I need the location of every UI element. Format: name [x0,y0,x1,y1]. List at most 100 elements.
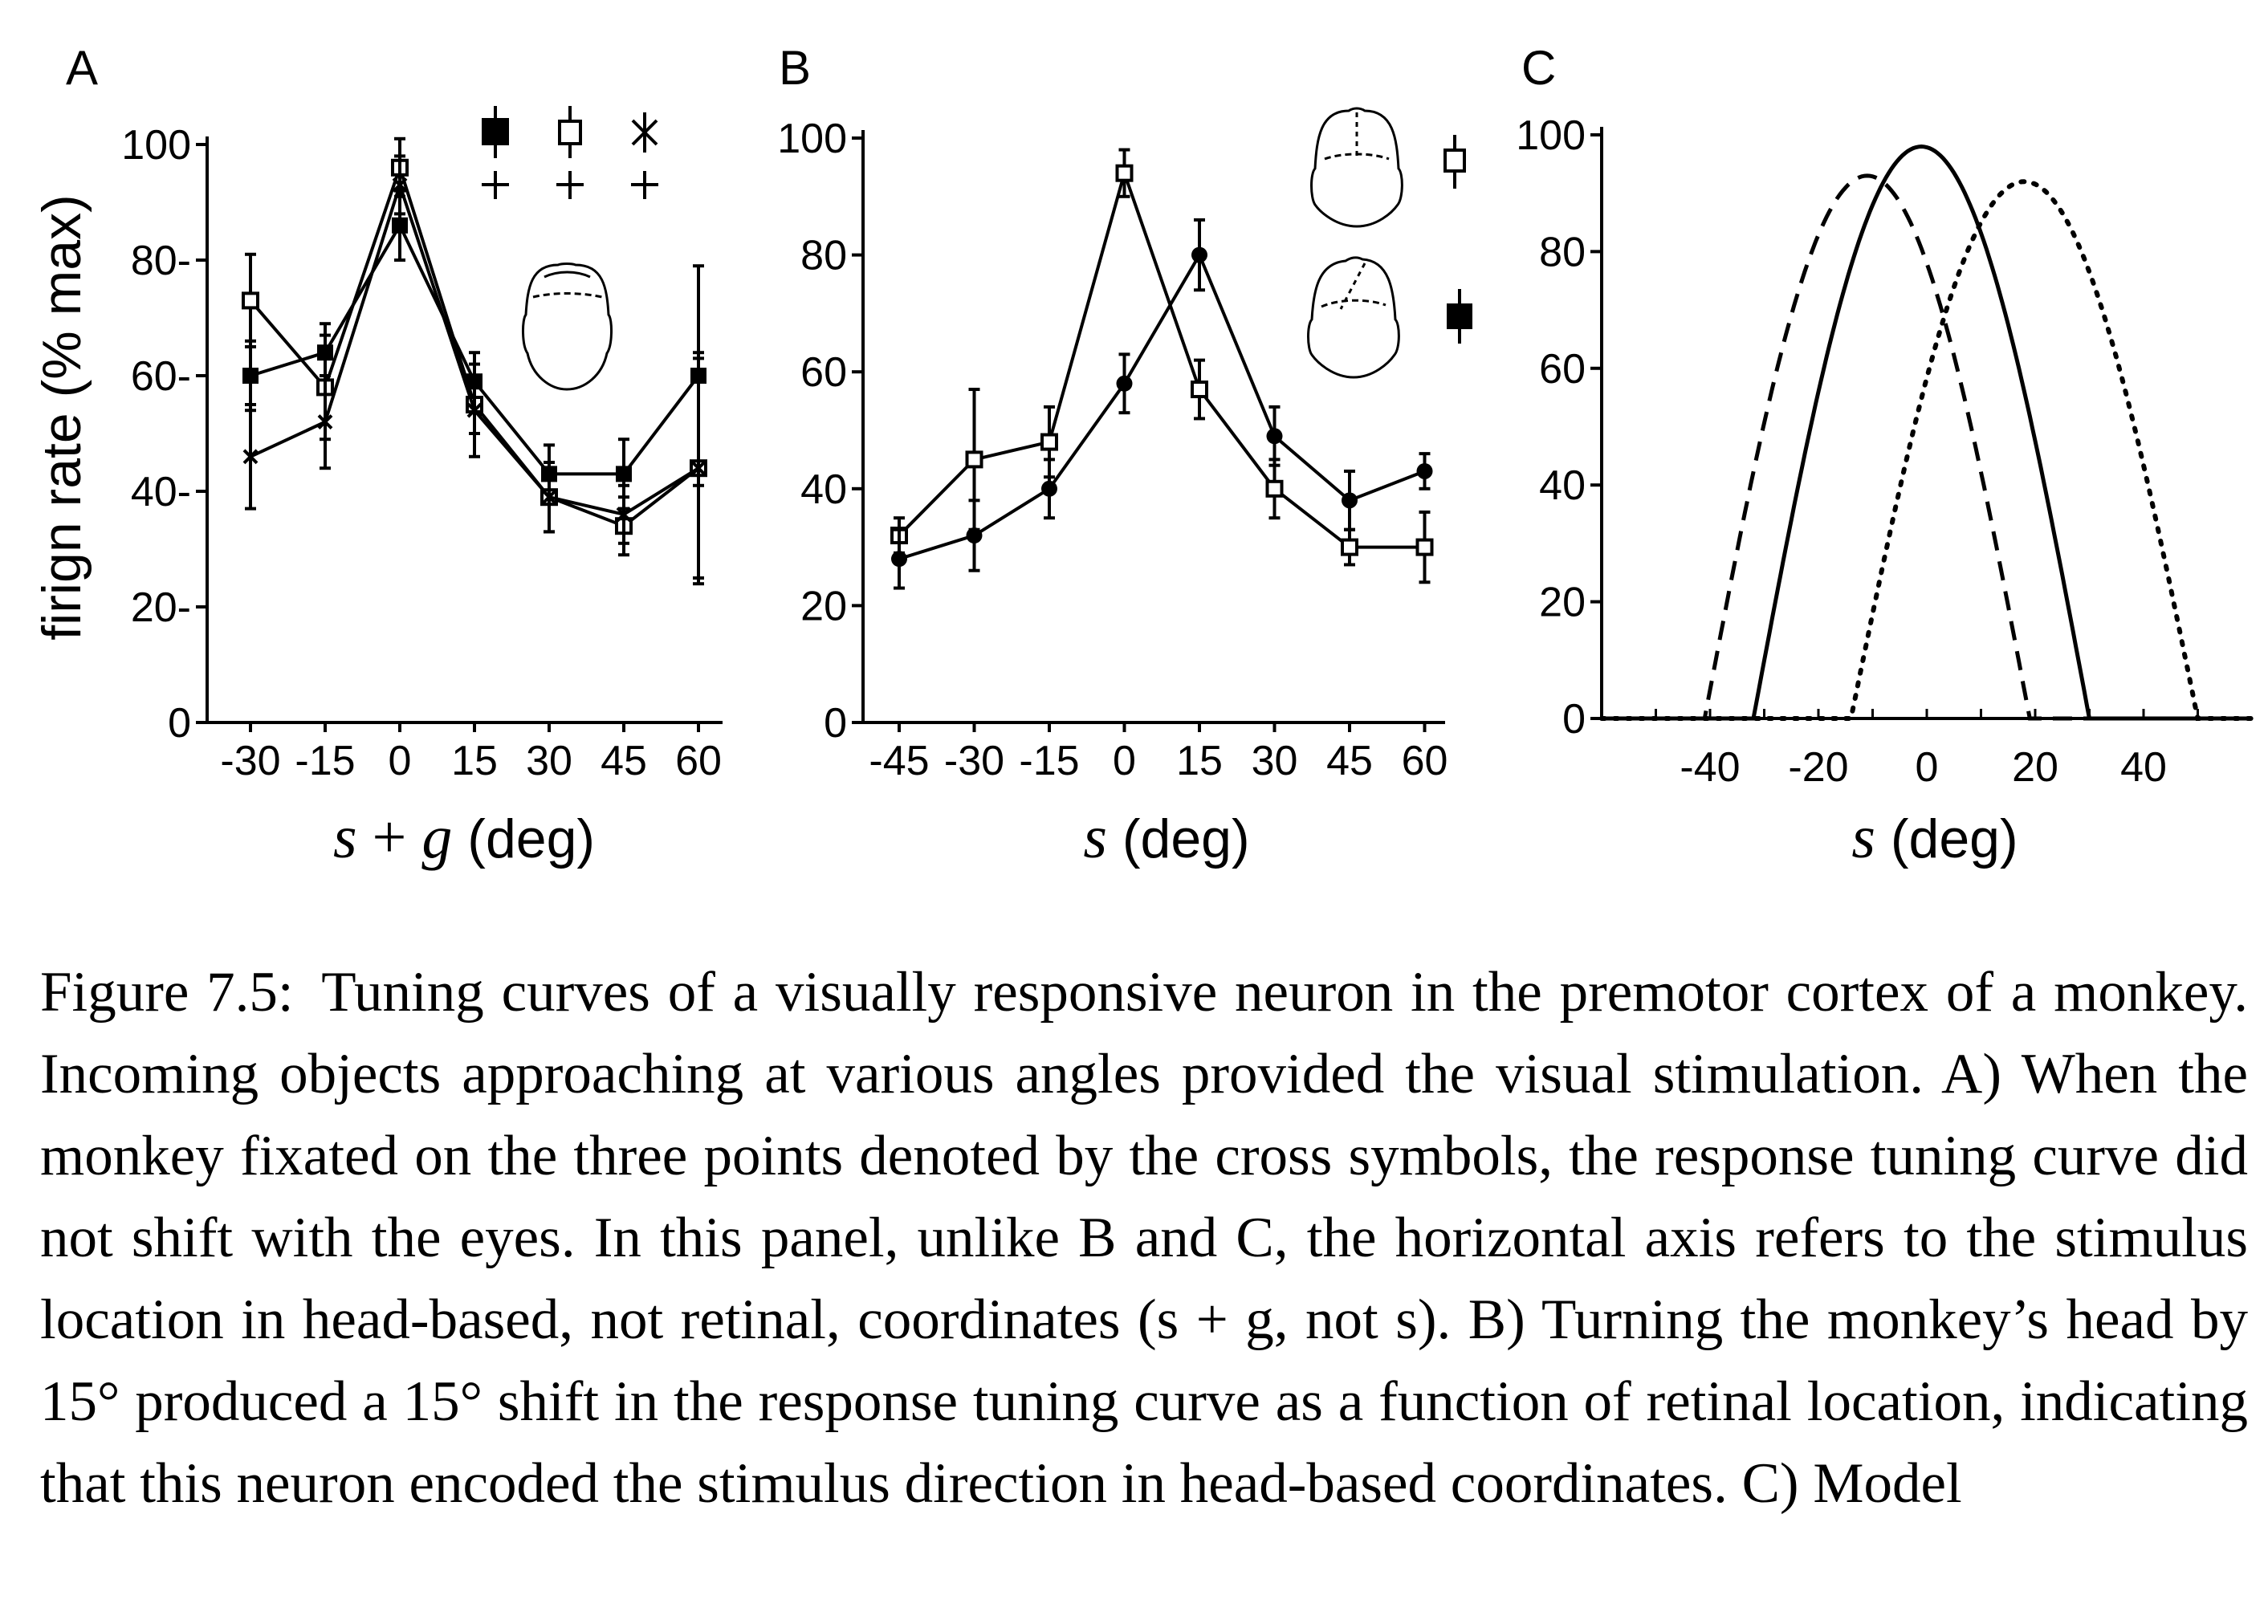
data-point-star [392,177,408,193]
y-tick-label-c: 0 [1562,696,1586,743]
x-axis-label-b: s (deg) [1083,804,1249,871]
caption-label: Figure 7.5: [40,961,294,1024]
y-tick-label-b: 100 [777,116,847,162]
data-point-open-square [1415,538,1434,556]
chart-layer: 0 20- 40- 60- 80- 100 -30 -15 0 15 30 45 60 0 20 40 60 80… [121,112,2254,791]
legend-b-filled-square [1447,289,1472,344]
panel-c-axes [1590,127,2252,720]
x-tick-label-a: 30 [526,738,572,784]
data-point-star [690,460,706,477]
y-tick-label-c: 80 [1539,229,1586,275]
x-tick-label-c: 20 [2012,744,2058,791]
series-line-filled-circle [898,251,1426,561]
data-point-filled-circle [1191,246,1207,263]
panel-b-axes [852,130,1445,724]
panel-a-legend [482,106,658,199]
x-tick-label-a: -30 [220,738,280,784]
data-point-filled-square [392,217,408,234]
figure-7-5: A B C firign rate (% max) s + g (deg) s … [31,41,2254,871]
head-icon-b-turned [1307,256,1400,379]
data-point-filled-circle [1116,375,1133,392]
x-tick-label-a: 60 [675,738,722,784]
fixation-cross-3 [631,171,658,199]
data-point-star [317,413,333,430]
x-tick-label-a: 45 [601,738,647,784]
x-tick-label-a: 15 [451,738,498,784]
data-point-open-square [965,450,983,469]
fixation-cross-1 [482,171,509,199]
model-curve-dotted [1599,179,2254,721]
y-tick-label-a: 20- [131,584,191,631]
data-point-open-square [1341,538,1358,556]
figure-svg: A B C firign rate (% max) s + g (deg) s … [31,41,2254,871]
x-tick-label-b: -30 [944,738,1004,784]
data-point-filled-circle [1041,480,1057,497]
x-axis-label-a: s + g (deg) [333,804,595,871]
data-point-star [616,506,632,523]
head-icon-a [522,263,613,391]
data-point-open-square [1191,381,1208,399]
figure-caption: Figure 7.5: Tuning curves of a visually … [40,951,2248,1524]
x-tick-label-b: 15 [1176,738,1223,784]
x-tick-label-c: 0 [1916,744,1939,791]
data-point-open-square [1115,164,1134,182]
x-tick-label-b: -15 [1019,738,1079,784]
y-tick-label-b: 0 [824,700,847,747]
y-tick-label-a: 40- [131,469,191,515]
y-tick-label-b: 80 [800,233,847,279]
x-axis-label-c: s (deg) [1851,804,2018,871]
series-b-filled-circle [891,218,1433,590]
model-curve-dashed [1602,173,2252,721]
x-tick-label-b: -45 [869,738,929,784]
x-label-b-s: s [1083,804,1107,871]
panel-b-legend [1443,135,1472,344]
x-label-a-g: g [421,804,452,871]
data-point-filled-circle [1266,428,1283,445]
data-point-filled-circle [891,551,907,568]
x-tick-label-c: -20 [1788,744,1848,791]
data-point-open-square [1265,479,1284,498]
data-point-open-square [1040,433,1058,451]
x-label-a-s: s [333,804,357,871]
legend-marker-filled-square [482,106,509,158]
data-point-star [541,489,557,506]
fixation-cross-2 [556,171,584,199]
panel-letter-b: B [779,41,811,95]
data-point-filled-square [616,466,632,482]
y-tick-label-c: 40 [1539,462,1586,509]
y-tick-label-b: 60 [800,349,847,396]
series-a-star [242,154,706,586]
x-label-b-unit: (deg) [1107,808,1250,869]
x-tick-label-b: 30 [1252,738,1298,784]
legend-marker-open-square [558,106,582,158]
data-point-star [466,402,483,419]
x-tick-label-c: 40 [2120,744,2167,791]
y-tick-label-b: 20 [800,583,847,629]
y-tick-label-c: 60 [1539,346,1586,393]
y-tick-label-a: 80- [131,238,191,284]
data-point-open-square [242,291,259,310]
y-tick-label-c: 20 [1539,580,1586,626]
y-tick-label-a: 60- [131,353,191,400]
series-a-filled-square [242,189,706,511]
legend-marker-star [631,112,658,153]
y-tick-label-b: 40 [800,466,847,513]
x-tick-label-a: 0 [389,738,412,784]
x-tick-label-c: -40 [1680,744,1740,791]
data-point-filled-circle [1342,492,1358,509]
y-axis-label: firign rate (% max) [31,194,92,640]
x-label-a-unit: (deg) [452,808,595,869]
y-tick-label-a: 0 [168,700,191,747]
x-label-c-s: s [1851,804,1875,871]
data-point-filled-square [242,368,259,384]
x-label-a-plus: + [357,804,422,871]
model-curve-solid [1602,144,2252,721]
data-point-filled-circle [1416,462,1433,479]
panel-letter-c: C [1521,41,1556,95]
series-line-open-square [898,167,1425,549]
data-point-star [242,448,259,465]
x-tick-label-b: 0 [1113,738,1136,784]
caption-text: Tuning curves of a visually responsive n… [40,961,2248,1515]
x-tick-label-b: 45 [1326,738,1373,784]
legend-b-open-square [1443,135,1466,189]
